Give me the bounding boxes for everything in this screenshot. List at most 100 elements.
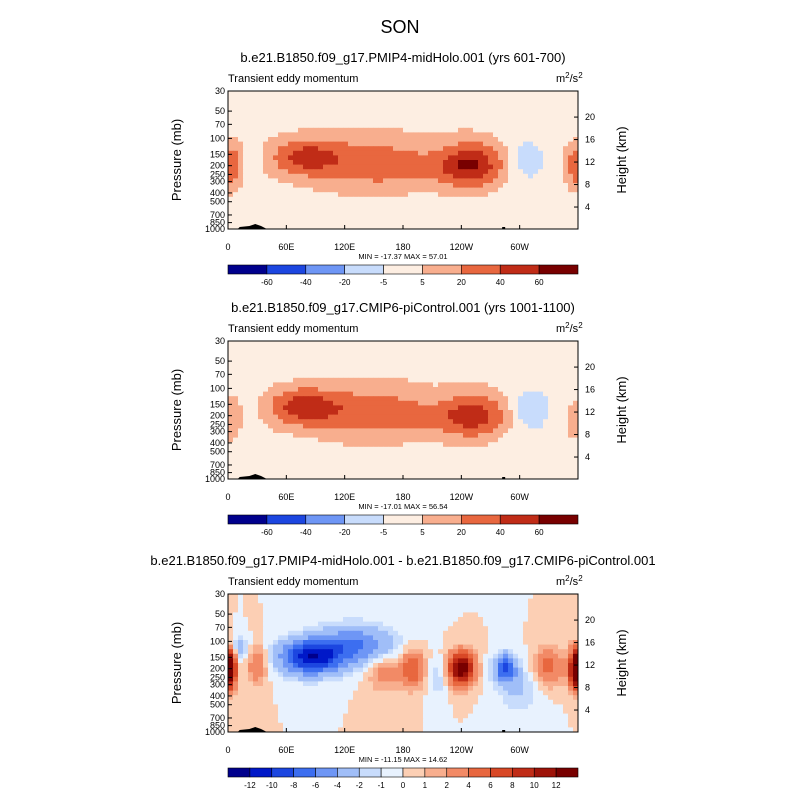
field-cell [383,196,389,202]
field-cell [258,155,264,161]
field-cell [323,206,329,211]
field-cell [438,400,444,406]
field-cell [443,469,449,475]
field-cell [473,446,479,452]
field-cell [493,118,499,124]
field-cell [458,456,464,461]
field-cell [278,617,284,622]
field-cell [363,178,369,184]
field-cell [493,91,499,96]
field-cell [523,451,529,457]
field-cell [508,219,514,225]
field-cell [333,345,339,351]
field-cell [558,359,564,365]
field-cell [518,465,524,471]
colorbar-label: 5 [420,278,425,287]
field-cell [393,350,399,356]
field-cell [273,187,279,193]
field-cell [498,474,504,480]
field-cell [478,612,484,618]
field-cell [488,164,494,170]
field-cell [523,91,529,96]
field-cell [483,594,489,599]
field-cell [263,474,269,480]
field-cell [478,91,484,96]
field-cell [513,164,519,170]
field-cell [473,127,479,133]
field-cell [513,150,519,156]
field-cell [438,224,444,230]
colorbar-label: -5 [380,278,388,287]
field-cell [458,405,464,411]
field-cell [258,150,264,156]
field-cell [458,387,464,392]
field-cell [448,127,454,133]
field-cell [508,100,514,106]
field-cell [363,410,369,415]
field-cell [293,419,299,425]
field-cell [378,350,384,356]
field-cell [383,428,389,434]
field-cell [438,594,444,599]
field-cell [248,400,254,406]
field-cell [393,433,399,438]
field-cell [258,201,264,207]
field-cell [498,621,504,627]
field-cell [293,132,299,138]
field-cell [393,423,399,429]
field-cell [483,201,489,207]
field-cell [278,196,284,202]
field-cell [318,95,324,101]
field-cell [318,132,324,138]
field-cell [398,359,404,365]
field-cell [428,474,434,480]
field-cell [523,442,529,448]
field-cell [533,173,539,179]
field-cell [278,123,284,129]
field-cell [393,341,399,346]
field-cell [383,201,389,207]
field-cell [243,187,249,193]
field-cell [333,206,339,211]
field-cell [413,377,419,383]
field-cell [478,95,484,101]
field-cell [293,391,299,397]
field-cell [518,603,524,609]
field-cell [233,187,239,193]
field-cell [313,364,319,369]
field-cell [278,368,284,374]
field-cell [308,433,314,438]
field-cell [418,104,424,110]
field-cell [533,382,539,388]
field-cell [323,155,329,161]
field-cell [403,598,409,604]
field-cell [258,215,264,221]
field-cell [413,215,419,221]
field-cell [533,391,539,397]
field-cell [393,607,399,613]
field-cell [238,594,244,599]
field-cell [258,219,264,225]
field-cell [443,123,449,129]
field-cell [298,141,304,147]
field-cell [353,160,359,165]
field-cell [333,446,339,452]
field-cell [448,442,454,448]
field-cell [463,603,469,609]
field-cell [508,414,514,420]
field-cell [558,465,564,471]
field-cell [298,387,304,392]
field-cell [358,377,364,383]
field-cell [403,382,409,388]
field-cell [388,451,394,457]
field-cell [328,451,334,457]
field-cell [383,405,389,411]
field-cell [483,423,489,429]
field-cell [423,446,429,452]
field-cell [518,224,524,230]
field-cell [523,178,529,184]
field-cell [423,345,429,351]
field-cell [333,114,339,119]
field-cell [283,350,289,356]
field-cell [228,114,234,119]
